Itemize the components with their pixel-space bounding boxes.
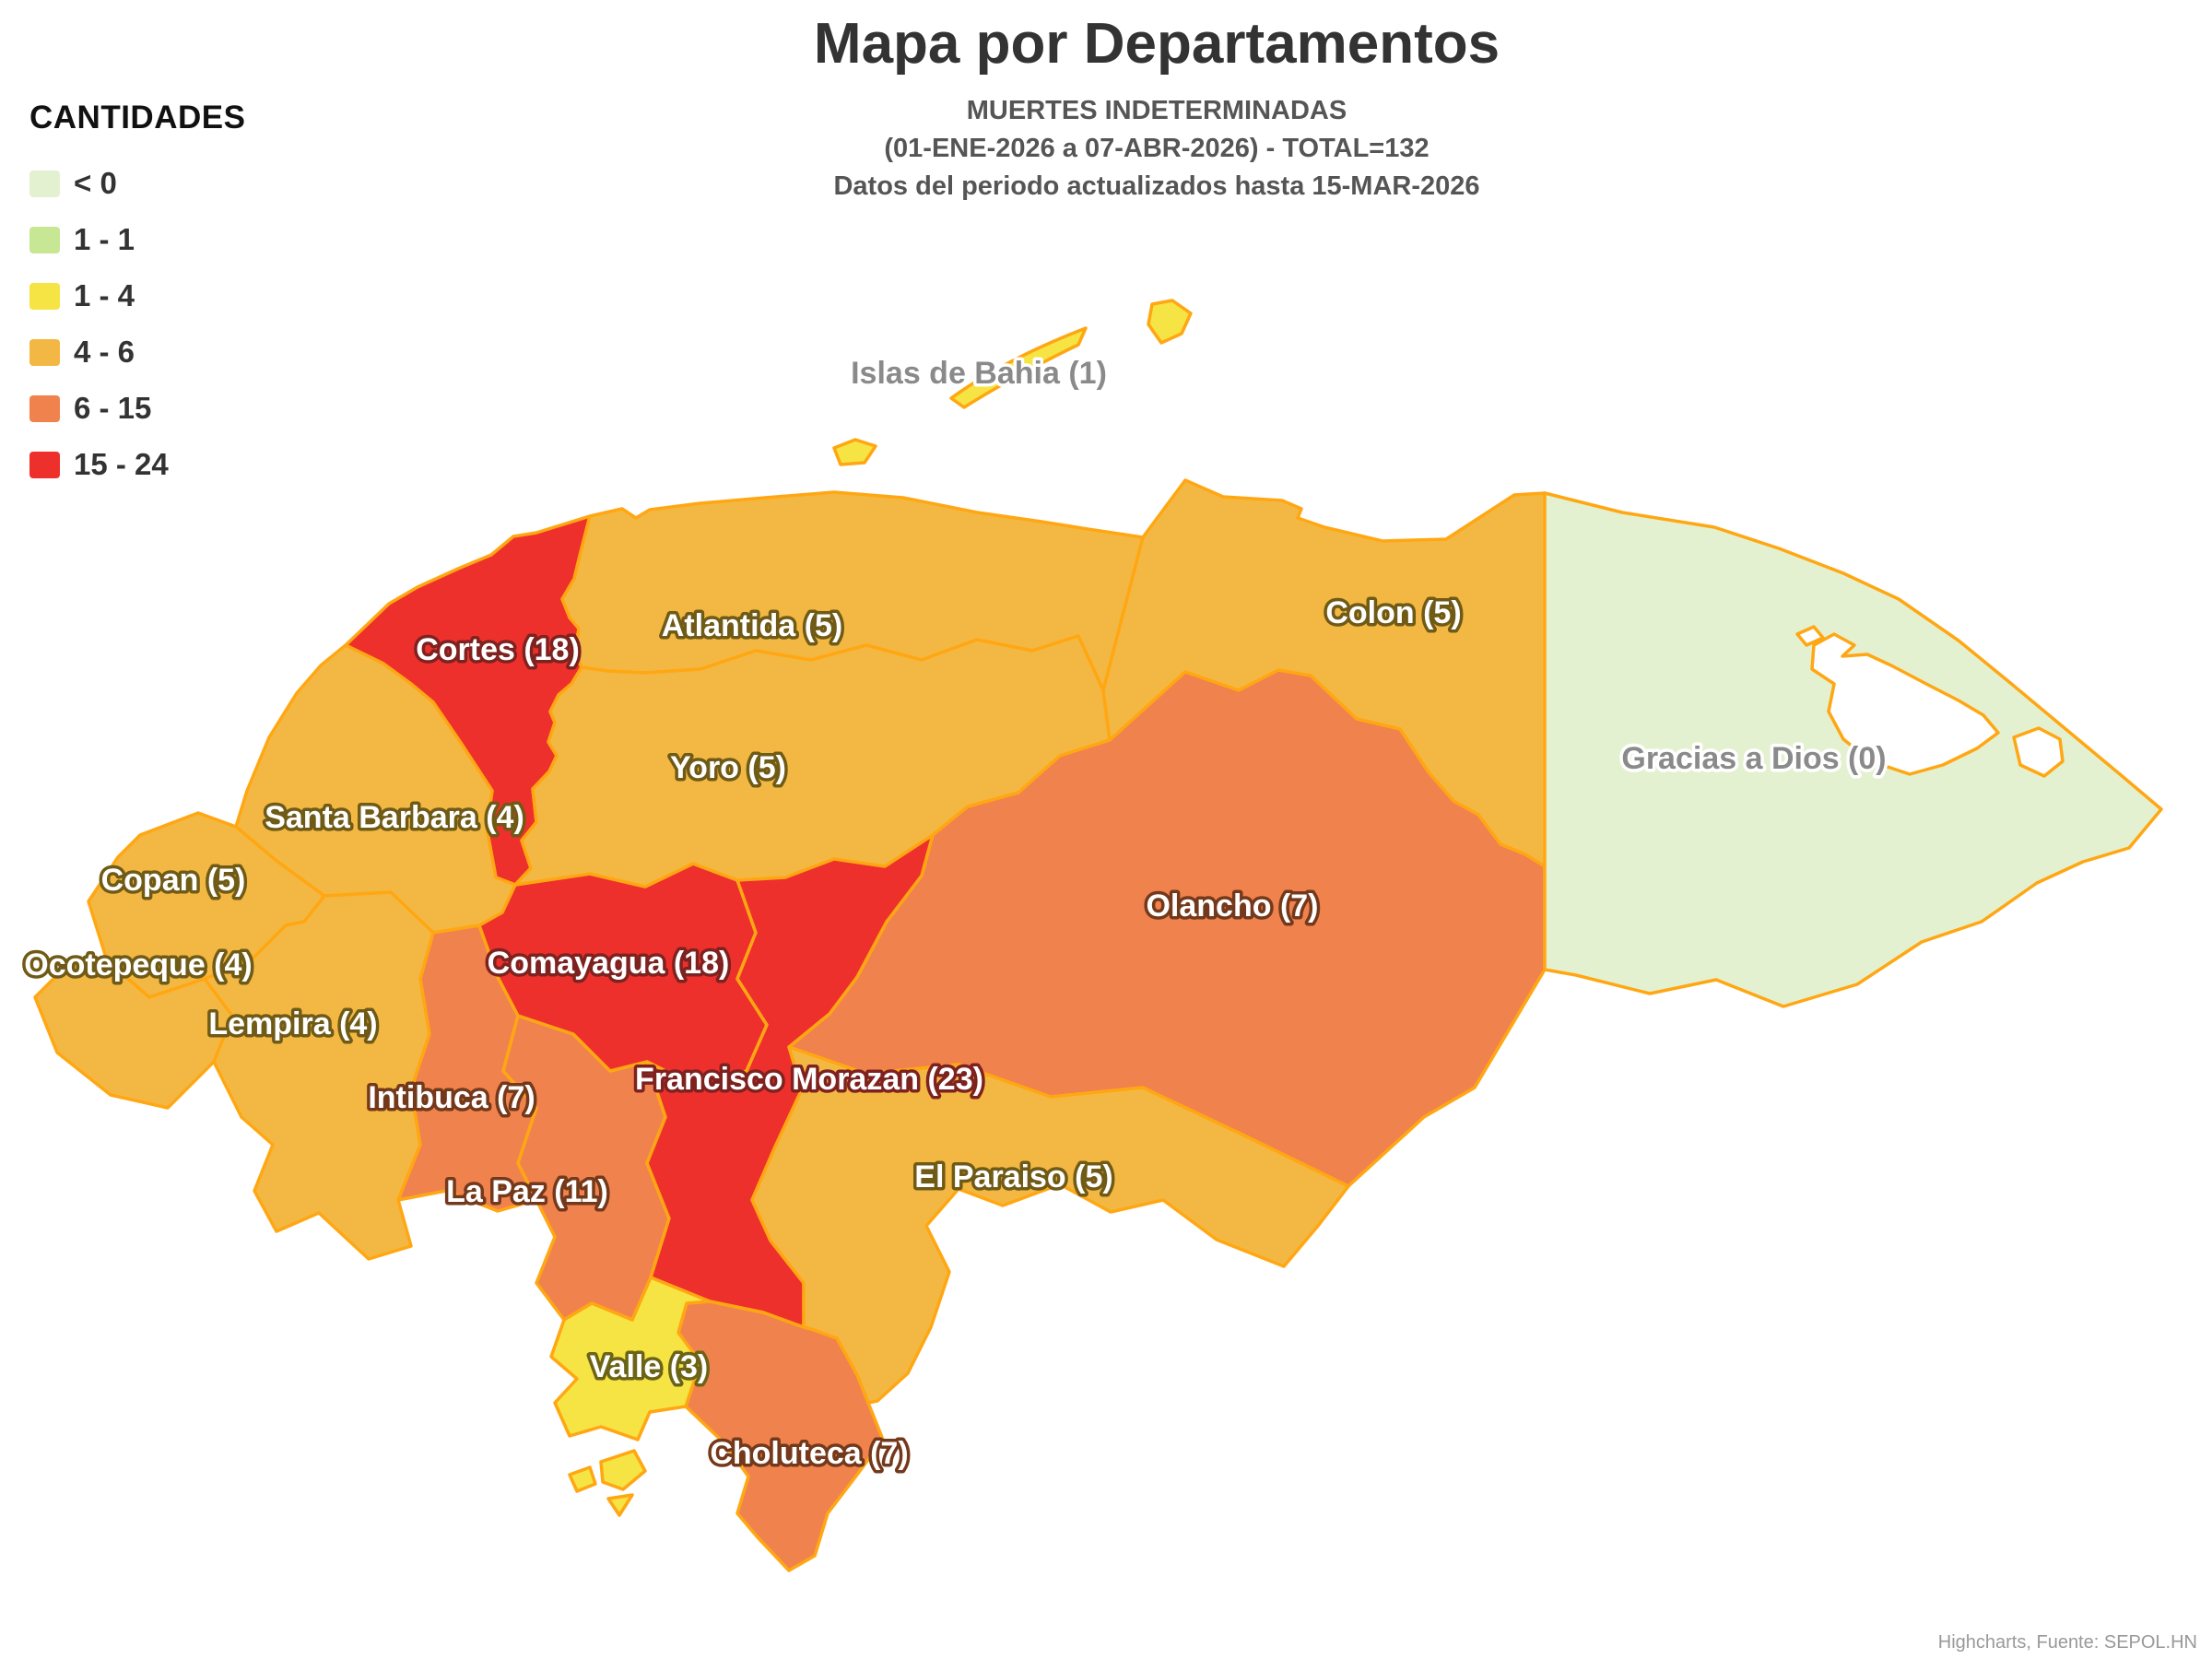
legend-title: CANTIDADES bbox=[29, 100, 246, 135]
legend-swatch bbox=[29, 170, 60, 197]
region-islas-de-bahia-guanaja[interactable] bbox=[1147, 299, 1193, 345]
lagoon bbox=[2012, 726, 2065, 778]
chart-subtitle: MUERTES INDETERMINADAS (01-ENE-2026 a 07… bbox=[833, 92, 1479, 206]
lagoon bbox=[1810, 632, 2000, 776]
legend-item-0[interactable]: < 0 bbox=[29, 166, 245, 200]
legend-swatch bbox=[29, 451, 60, 478]
page-title: Mapa por Departamentos bbox=[813, 12, 1500, 76]
legend-label: < 0 bbox=[74, 166, 117, 200]
subtitle-line-3: Datos del periodo actualizados hasta 15-… bbox=[833, 171, 1480, 201]
region-el-paraiso[interactable] bbox=[750, 1045, 1350, 1405]
region-valle[interactable] bbox=[549, 1276, 712, 1441]
legend-item-5[interactable]: 15 - 24 bbox=[29, 447, 245, 481]
region-gracias-a-dios[interactable] bbox=[1543, 491, 2163, 1008]
legend-swatch bbox=[29, 226, 60, 253]
lagoon bbox=[1795, 625, 1825, 647]
legend-label: 6 - 15 bbox=[74, 391, 152, 425]
legend-swatch bbox=[29, 394, 60, 422]
legend-item-2[interactable]: 1 - 4 bbox=[29, 278, 245, 312]
legend-label: 1 - 4 bbox=[74, 278, 135, 312]
credits-link[interactable]: Highcharts, Fuente: SEPOL.HN bbox=[1937, 1632, 2197, 1653]
legend-item-4[interactable]: 6 - 15 bbox=[29, 391, 245, 425]
legend-label: 1 - 1 bbox=[74, 222, 135, 256]
region-ocotepeque[interactable] bbox=[33, 959, 234, 1110]
region-valle-islet-1[interactable] bbox=[599, 1449, 647, 1491]
legend-items: < 0 1 - 1 1 - 4 4 - 6 6 - 15 15 - 24 bbox=[29, 166, 245, 481]
region-islas-de-bahia-utila[interactable] bbox=[832, 438, 877, 466]
legend-item-1[interactable]: 1 - 1 bbox=[29, 222, 245, 256]
region-valle-islet-3[interactable] bbox=[606, 1493, 634, 1517]
subtitle-line-1: MUERTES INDETERMINADAS bbox=[966, 96, 1347, 125]
region-valle-islet-2[interactable] bbox=[568, 1465, 597, 1493]
legend-label: 4 - 6 bbox=[74, 335, 135, 369]
region-islas-de-bahia-roatan[interactable] bbox=[949, 326, 1088, 409]
legend-swatch bbox=[29, 338, 60, 366]
legend-item-3[interactable]: 4 - 6 bbox=[29, 335, 245, 369]
subtitle-line-2: (01-ENE-2026 a 07-ABR-2026) - TOTAL=132 bbox=[884, 134, 1430, 163]
legend-label: 15 - 24 bbox=[74, 447, 169, 481]
legend-swatch bbox=[29, 282, 60, 310]
legend: CANTIDADES < 0 1 - 1 1 - 4 4 - 6 6 - 15 15 - … bbox=[29, 100, 245, 505]
